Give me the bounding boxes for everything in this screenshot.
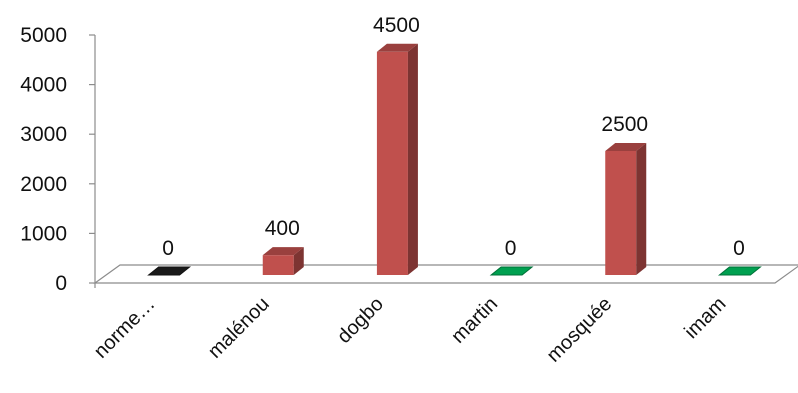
bar-3 — [377, 44, 418, 275]
bar-side-face — [636, 143, 646, 275]
x-tick-label: dogbo — [333, 293, 388, 348]
data-label: 0 — [733, 237, 745, 260]
bar-front-face — [263, 255, 294, 275]
x-tick-label: martin — [447, 293, 502, 348]
data-label: 4500 — [373, 14, 420, 37]
chart-floor — [95, 265, 798, 283]
x-tick-label: imam — [680, 293, 730, 343]
bars-layer — [149, 44, 761, 275]
y-tick-label: 5000 — [20, 24, 67, 47]
data-label: 2500 — [601, 113, 648, 136]
y-tick-label: 1000 — [20, 222, 67, 245]
y-tick-label: 3000 — [20, 123, 67, 146]
y-tick-label: 0 — [55, 272, 67, 295]
x-tick-label: norme… — [90, 293, 160, 363]
x-tick-label: malénou — [204, 293, 274, 363]
y-tick-label: 2000 — [20, 173, 67, 196]
data-label: 0 — [162, 237, 174, 260]
data-label: 0 — [505, 237, 517, 260]
bar-front-face — [377, 52, 408, 275]
chart-floor-plane — [95, 265, 798, 283]
bar-front-face — [605, 151, 636, 275]
bar-5 — [605, 143, 646, 275]
x-tick-label: mosquée — [543, 293, 617, 367]
bar-side-face — [408, 44, 418, 275]
axis-layer: 0 1000 2000 3000 4000 5000 — [20, 24, 95, 295]
bar-2 — [263, 247, 304, 275]
y-tick-label: 4000 — [20, 74, 67, 97]
data-label: 400 — [265, 217, 300, 240]
